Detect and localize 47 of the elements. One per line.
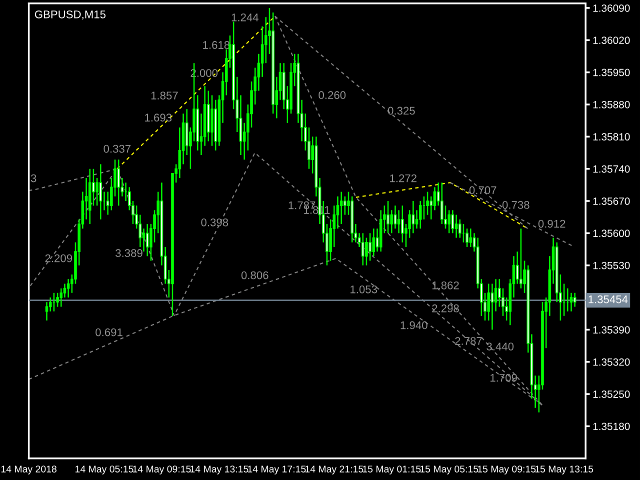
ref-line-label: 1.35454: [588, 295, 628, 304]
y-tick-label: 1.35320: [593, 358, 630, 366]
x-tick-label: 14 May 13:15: [190, 466, 248, 474]
y-tick-label: 1.35180: [593, 422, 630, 430]
annotation: 0.691: [96, 328, 122, 336]
annotation: 0.707: [469, 186, 496, 194]
y-tick-label: 1.35530: [593, 262, 630, 270]
text: GBPUSD,M15: [34, 10, 106, 20]
x-tick-label: 14 May 21:15: [305, 466, 364, 474]
y-tick-label: 1.35390: [593, 326, 630, 334]
annotation: 0.912: [538, 220, 566, 228]
y-tick-label: 1.35740: [593, 165, 630, 173]
x-tick-label: 14 May 09:15: [133, 466, 191, 474]
annotation: 0.806: [241, 271, 268, 280]
annotation: 1.693: [145, 114, 172, 122]
y-tick-label: 1.36090: [593, 4, 630, 12]
annotation: 1.940: [400, 321, 428, 330]
annotation: 1.862: [432, 281, 459, 290]
y-tick-label: 1.36020: [593, 36, 630, 44]
x-tick-label: 14 May 17:15: [248, 466, 306, 474]
annotation: 3.440: [486, 342, 514, 350]
annotation: 1.244: [232, 13, 258, 22]
annotation: 3: [30, 174, 36, 182]
y-tick-label: 1.35250: [593, 390, 630, 398]
annotation: 1.272: [390, 174, 416, 182]
annotation: 0.398: [201, 218, 228, 226]
x-tick-label: 14 May 05:15: [76, 466, 134, 474]
annotation: 0.260: [318, 91, 346, 100]
annotation: 2.298: [432, 304, 459, 312]
x-tick-label: 15 May 13:15: [535, 466, 594, 474]
x-tick-label: 14 May 2018: [1, 466, 56, 474]
annotation: 0.738: [502, 201, 530, 209]
annotation: 3.389: [116, 249, 142, 258]
y-tick-label: 1.35810: [593, 133, 630, 141]
annotation: 2.787: [455, 337, 482, 345]
annotation: 2.209: [45, 254, 72, 262]
y-tick-label: 1.35880: [593, 100, 630, 108]
annotation: 0.325: [388, 106, 415, 115]
annotation: 0.337: [104, 144, 131, 153]
y-tick-label: 1.35950: [593, 68, 630, 76]
y-tick-label: 1.35600: [593, 230, 630, 238]
y-tick-label: 1.35670: [593, 198, 630, 205]
annotation: 1.053: [350, 285, 378, 294]
x-tick-label: 15 May 09:15: [478, 466, 536, 474]
x-tick-label: 15 May 01:15: [362, 466, 421, 474]
annotation: 1.857: [151, 92, 178, 100]
x-tick-label: 15 May 05:15: [420, 466, 478, 474]
